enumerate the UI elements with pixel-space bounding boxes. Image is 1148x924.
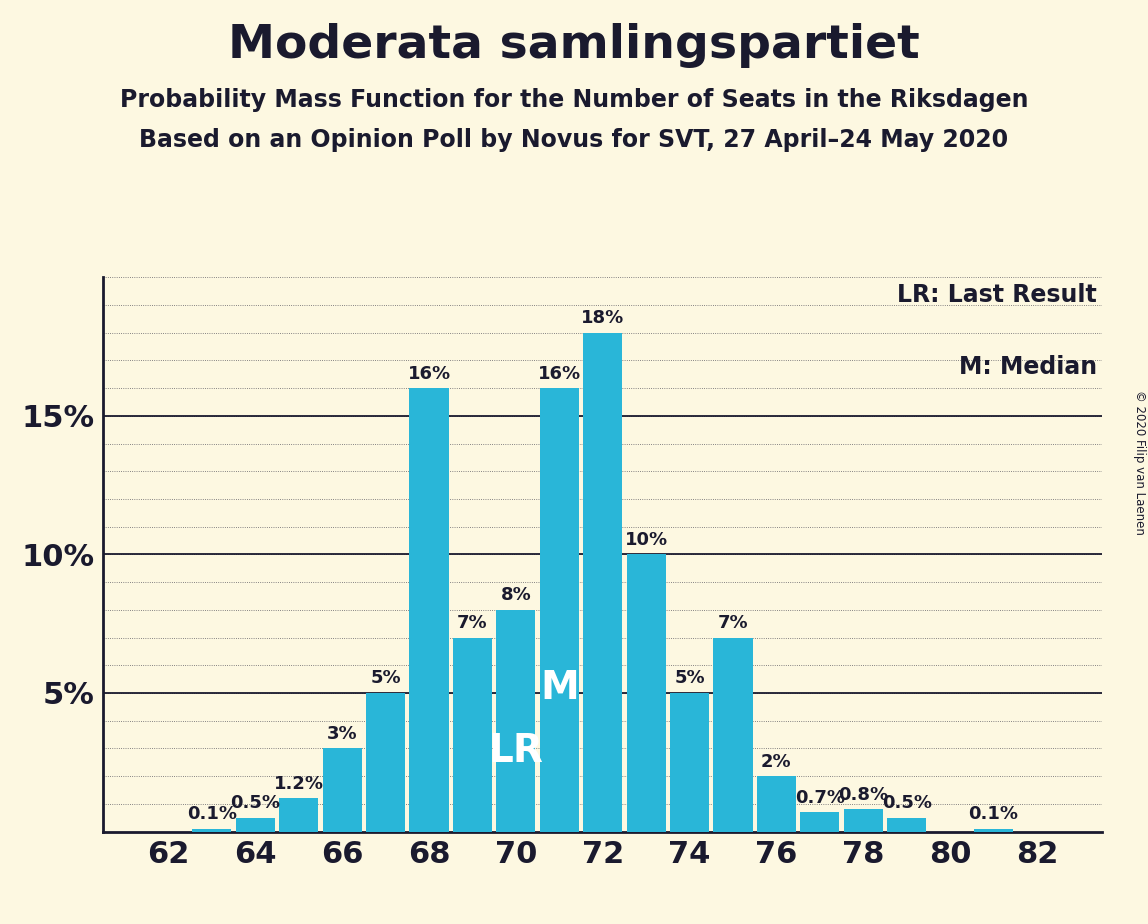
Bar — [366, 693, 405, 832]
Bar — [452, 638, 492, 832]
Text: 2%: 2% — [761, 753, 792, 771]
Text: 0.7%: 0.7% — [794, 789, 845, 807]
Text: 7%: 7% — [457, 614, 488, 632]
Bar — [974, 829, 1013, 832]
Text: 16%: 16% — [537, 365, 581, 383]
Bar — [410, 388, 449, 832]
Text: © 2020 Filip van Laenen: © 2020 Filip van Laenen — [1133, 390, 1147, 534]
Bar — [323, 748, 362, 832]
Text: 5%: 5% — [371, 670, 401, 687]
Bar — [193, 829, 232, 832]
Text: 0.5%: 0.5% — [231, 795, 280, 812]
Text: M: Median: M: Median — [959, 355, 1097, 379]
Text: LR: Last Result: LR: Last Result — [898, 283, 1097, 307]
Bar — [757, 776, 796, 832]
Text: 0.8%: 0.8% — [838, 786, 889, 804]
Text: 8%: 8% — [501, 587, 532, 604]
Text: Probability Mass Function for the Number of Seats in the Riksdagen: Probability Mass Function for the Number… — [119, 88, 1029, 112]
Bar — [627, 554, 666, 832]
Text: 3%: 3% — [327, 725, 357, 743]
Bar — [800, 812, 839, 832]
Text: 18%: 18% — [581, 310, 625, 327]
Bar — [713, 638, 752, 832]
Text: 10%: 10% — [625, 531, 668, 549]
Text: 16%: 16% — [408, 365, 450, 383]
Text: M: M — [540, 669, 579, 708]
Text: 1.2%: 1.2% — [273, 775, 324, 793]
Text: 7%: 7% — [718, 614, 748, 632]
Text: 5%: 5% — [674, 670, 705, 687]
Bar — [540, 388, 579, 832]
Text: Based on an Opinion Poll by Novus for SVT, 27 April–24 May 2020: Based on an Opinion Poll by Novus for SV… — [139, 128, 1009, 152]
Bar — [279, 798, 318, 832]
Bar — [496, 610, 535, 832]
Text: Moderata samlingspartiet: Moderata samlingspartiet — [228, 23, 920, 68]
Bar — [670, 693, 709, 832]
Text: 0.1%: 0.1% — [969, 806, 1018, 823]
Bar — [844, 809, 883, 832]
Bar — [887, 818, 926, 832]
Text: LR: LR — [488, 732, 543, 770]
Text: 0.1%: 0.1% — [187, 806, 236, 823]
Bar — [583, 333, 622, 832]
Text: 0.5%: 0.5% — [882, 795, 932, 812]
Bar — [235, 818, 274, 832]
